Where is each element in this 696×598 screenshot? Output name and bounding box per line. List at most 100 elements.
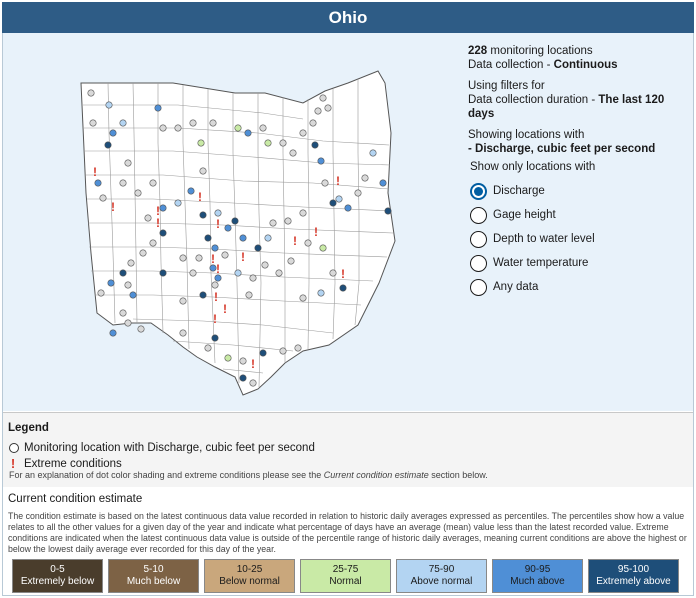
radio-gage-height[interactable]: Gage height xyxy=(470,205,556,225)
site-marker[interactable] xyxy=(99,194,107,202)
site-marker[interactable] xyxy=(119,309,127,317)
site-marker[interactable] xyxy=(231,217,239,225)
radio-button[interactable] xyxy=(470,254,487,272)
site-marker[interactable] xyxy=(124,159,132,167)
site-marker[interactable] xyxy=(187,187,195,195)
site-marker[interactable] xyxy=(369,149,377,157)
site-marker[interactable] xyxy=(319,94,327,102)
site-marker[interactable] xyxy=(314,107,322,115)
site-marker[interactable] xyxy=(299,294,307,302)
site-marker[interactable] xyxy=(309,119,317,127)
site-marker[interactable] xyxy=(259,124,267,132)
site-marker[interactable] xyxy=(109,129,117,137)
site-marker[interactable] xyxy=(154,104,162,112)
site-marker[interactable] xyxy=(159,269,167,277)
radio-button[interactable] xyxy=(470,206,487,224)
site-marker[interactable] xyxy=(319,244,327,252)
site-marker[interactable] xyxy=(329,199,337,207)
site-marker[interactable] xyxy=(199,211,207,219)
radio-button[interactable] xyxy=(470,230,487,248)
site-marker[interactable] xyxy=(354,189,362,197)
radio-button[interactable] xyxy=(470,278,487,296)
site-marker[interactable] xyxy=(211,334,219,342)
site-marker[interactable] xyxy=(379,179,387,187)
site-marker[interactable] xyxy=(221,251,229,259)
site-marker[interactable] xyxy=(197,139,205,147)
site-marker[interactable] xyxy=(179,254,187,262)
extreme-marker[interactable]: ! xyxy=(111,200,115,214)
site-marker[interactable] xyxy=(324,104,332,112)
site-marker[interactable] xyxy=(94,179,102,187)
site-marker[interactable] xyxy=(299,209,307,217)
site-marker[interactable] xyxy=(287,257,295,265)
extreme-marker[interactable]: ! xyxy=(251,357,255,371)
radio-button-selected[interactable] xyxy=(470,182,487,200)
site-marker[interactable] xyxy=(339,284,347,292)
site-marker[interactable] xyxy=(119,119,127,127)
site-marker[interactable] xyxy=(224,354,232,362)
site-marker[interactable] xyxy=(137,325,145,333)
site-marker[interactable] xyxy=(279,139,287,147)
site-marker[interactable] xyxy=(299,129,307,137)
site-marker[interactable] xyxy=(269,219,277,227)
site-marker[interactable] xyxy=(124,281,132,289)
site-marker[interactable] xyxy=(109,329,117,337)
site-marker[interactable] xyxy=(87,89,95,97)
site-marker[interactable] xyxy=(144,214,152,222)
site-marker[interactable] xyxy=(317,289,325,297)
site-marker[interactable] xyxy=(89,119,97,127)
site-marker[interactable] xyxy=(239,234,247,242)
site-marker[interactable] xyxy=(335,195,343,203)
site-marker[interactable] xyxy=(179,297,187,305)
site-marker[interactable] xyxy=(249,274,257,282)
site-marker[interactable] xyxy=(329,269,337,277)
site-marker[interactable] xyxy=(124,319,132,327)
site-marker[interactable] xyxy=(317,157,325,165)
site-marker[interactable] xyxy=(294,344,302,352)
site-marker[interactable] xyxy=(174,124,182,132)
site-marker[interactable] xyxy=(254,244,262,252)
site-marker[interactable] xyxy=(361,174,369,182)
site-marker[interactable] xyxy=(209,264,217,272)
site-marker[interactable] xyxy=(189,119,197,127)
radio-water-temperature[interactable]: Water temperature xyxy=(470,253,588,273)
site-marker[interactable] xyxy=(211,244,219,252)
site-marker[interactable] xyxy=(261,261,269,269)
extreme-marker[interactable]: ! xyxy=(293,234,297,248)
site-marker[interactable] xyxy=(129,291,137,299)
site-marker[interactable] xyxy=(189,269,197,277)
site-marker[interactable] xyxy=(279,347,287,355)
site-marker[interactable] xyxy=(234,124,242,132)
site-marker[interactable] xyxy=(97,289,105,297)
site-marker[interactable] xyxy=(239,374,247,382)
site-marker[interactable] xyxy=(224,224,232,232)
extreme-marker[interactable]: ! xyxy=(198,190,202,204)
extreme-marker[interactable]: ! xyxy=(156,204,160,218)
site-marker[interactable] xyxy=(321,179,329,187)
site-marker[interactable] xyxy=(199,167,207,175)
extreme-marker[interactable]: ! xyxy=(314,225,318,239)
site-marker[interactable] xyxy=(149,239,157,247)
site-marker[interactable] xyxy=(119,269,127,277)
site-marker[interactable] xyxy=(384,207,392,215)
site-marker[interactable] xyxy=(209,119,217,127)
site-marker[interactable] xyxy=(304,239,312,247)
extreme-marker[interactable]: ! xyxy=(216,262,220,276)
radio-depth-to-water[interactable]: Depth to water level xyxy=(470,229,595,249)
site-marker[interactable] xyxy=(214,274,222,282)
site-marker[interactable] xyxy=(249,379,257,387)
ohio-map[interactable]: !!!!!!!!!!!!!!!!! xyxy=(3,33,693,411)
extreme-marker[interactable]: ! xyxy=(216,217,220,231)
site-marker[interactable] xyxy=(179,329,187,337)
extreme-marker[interactable]: ! xyxy=(341,267,345,281)
extreme-marker[interactable]: ! xyxy=(156,216,160,230)
site-marker[interactable] xyxy=(259,349,267,357)
site-marker[interactable] xyxy=(159,124,167,132)
site-marker[interactable] xyxy=(204,234,212,242)
site-marker[interactable] xyxy=(195,254,203,262)
extreme-marker[interactable]: ! xyxy=(213,312,217,326)
site-marker[interactable] xyxy=(134,189,142,197)
site-marker[interactable] xyxy=(204,344,212,352)
site-marker[interactable] xyxy=(199,291,207,299)
radio-discharge[interactable]: Discharge xyxy=(470,181,545,201)
